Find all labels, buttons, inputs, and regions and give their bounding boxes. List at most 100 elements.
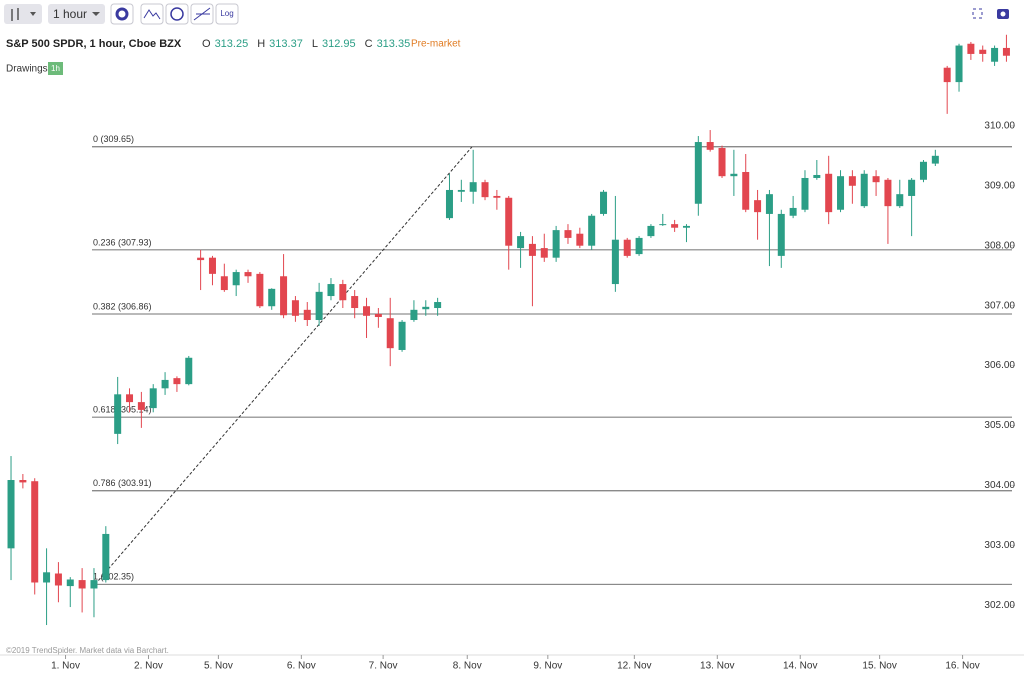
x-tick-label: 15. Nov xyxy=(862,661,896,672)
copyright: ©2019 TrendSpider. Market data via Barch… xyxy=(6,646,169,655)
fib-label: 1 (302.35) xyxy=(93,572,134,582)
dropdown-arrow xyxy=(92,12,100,16)
candle-body xyxy=(363,306,371,316)
candle-body xyxy=(208,257,216,274)
candle-body xyxy=(872,176,880,183)
candle-body xyxy=(505,197,513,246)
candle-body xyxy=(1002,47,1010,56)
candle-body xyxy=(102,533,110,581)
candle-body xyxy=(860,173,868,207)
candle-body xyxy=(220,276,228,291)
candle-body xyxy=(422,306,430,310)
chart-type-button[interactable] xyxy=(4,4,42,24)
ohlc-value: 313.35 xyxy=(377,38,411,50)
candle-body xyxy=(54,573,62,586)
ohlc-label: O xyxy=(202,38,211,50)
candle-body xyxy=(635,237,643,255)
candle-body xyxy=(445,189,453,219)
timeframe-text: 1 hour xyxy=(53,7,87,21)
log-button[interactable] xyxy=(215,3,239,25)
ohlc-value: 312.95 xyxy=(322,38,356,50)
candle-body xyxy=(268,288,276,307)
ohlc-legend: O 313.25 H 313.37 L 312.95 C 313.35 xyxy=(202,38,410,50)
y-tick-label: 309.00 xyxy=(984,180,1015,191)
candle-body xyxy=(374,314,382,318)
x-tick-label: 16. Nov xyxy=(945,661,979,672)
candle-body xyxy=(327,284,335,297)
candle-body xyxy=(896,194,904,207)
candle-body xyxy=(197,257,205,261)
candle-body xyxy=(291,300,299,316)
candle-body xyxy=(339,284,347,301)
candle-body xyxy=(66,579,74,587)
candle-body xyxy=(469,182,477,192)
candle-body xyxy=(303,309,311,321)
x-tick-label: 6. Nov xyxy=(287,661,316,672)
ohlc-value: 313.25 xyxy=(215,38,249,50)
candle-body xyxy=(564,230,572,238)
candle-body xyxy=(481,182,489,198)
candle-body xyxy=(919,161,927,180)
candle-body xyxy=(825,173,833,213)
x-tick-label: 9. Nov xyxy=(533,661,562,672)
candle-body xyxy=(540,248,548,258)
candle-body xyxy=(126,394,134,403)
candle-body xyxy=(730,173,738,177)
candle-body xyxy=(552,230,560,258)
candle-body xyxy=(979,49,987,54)
log-text: Log xyxy=(220,9,233,18)
candle-body xyxy=(718,148,726,177)
candle-body xyxy=(943,67,951,83)
candle-body xyxy=(600,191,608,214)
gear-icon xyxy=(115,7,129,21)
candle-body xyxy=(777,213,785,256)
trendline xyxy=(94,146,473,585)
y-tick-label: 306.00 xyxy=(984,360,1015,371)
x-tick-label: 7. Nov xyxy=(369,661,398,672)
candle-body xyxy=(742,171,750,210)
candle-body xyxy=(78,580,86,589)
candle-body xyxy=(232,272,240,286)
plot: 302.00 303.00 304.00 305.00 306.00 307.00 308.… xyxy=(0,34,1024,672)
drawings-badge xyxy=(48,62,63,75)
drawings-badge-text: 1h xyxy=(51,64,60,73)
clock-button[interactable] xyxy=(165,3,189,25)
drawings-label: Drawings xyxy=(6,64,48,75)
candle-body xyxy=(410,309,418,321)
camera-lens xyxy=(1000,11,1006,17)
candle-body xyxy=(848,176,856,186)
candle-body xyxy=(813,174,821,178)
symbol-title: S&P 500 SPDR, 1 hour, Cboe BZX xyxy=(6,38,182,50)
candle-body xyxy=(7,480,15,549)
ohlc-label: H xyxy=(257,38,265,50)
candle-body xyxy=(706,142,714,150)
candle-body xyxy=(908,179,916,196)
candle-body xyxy=(173,378,181,385)
candle-body xyxy=(588,215,596,246)
settings-button[interactable] xyxy=(110,3,134,25)
candle-body xyxy=(90,580,98,589)
clock-icon xyxy=(170,7,184,21)
x-tick-label: 12. Nov xyxy=(617,661,651,672)
candle-body xyxy=(789,207,797,216)
fullscreen-button[interactable] xyxy=(972,8,983,19)
candle-body xyxy=(754,200,762,213)
candle-body xyxy=(647,225,655,237)
candle-body xyxy=(931,155,939,164)
x-tick-label: 1. Nov xyxy=(51,661,80,672)
candle-body xyxy=(991,47,999,62)
candle-body xyxy=(611,239,619,285)
ohlc-label: L xyxy=(312,38,318,50)
timeframe-select[interactable] xyxy=(48,4,105,24)
candle-body xyxy=(398,321,406,350)
candle-body xyxy=(351,296,359,309)
candle-body xyxy=(457,189,465,192)
candle-body xyxy=(671,224,679,228)
fib-label: 0.786 (303.91) xyxy=(93,478,152,488)
candle-body xyxy=(137,402,145,410)
candle-body xyxy=(528,243,536,256)
candle-body xyxy=(576,233,584,246)
candle-body xyxy=(43,572,51,583)
candle-body xyxy=(19,480,27,483)
candle-body xyxy=(31,481,39,583)
